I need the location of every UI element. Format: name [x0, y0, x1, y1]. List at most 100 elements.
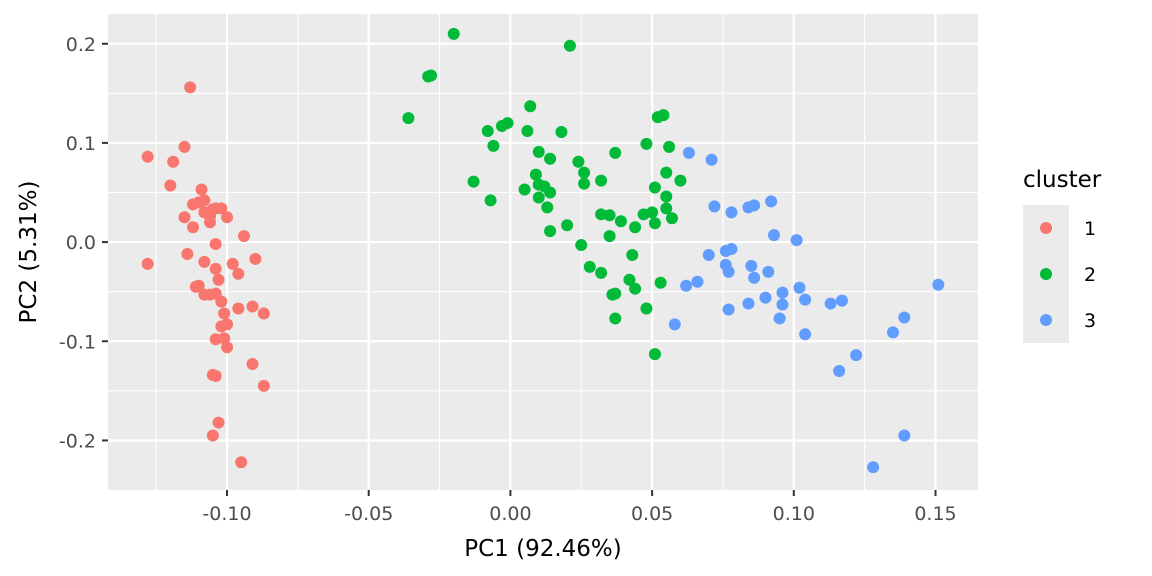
data-point-cluster-3	[719, 245, 732, 258]
data-point-cluster-1	[232, 267, 245, 280]
data-point-cluster-3	[799, 328, 812, 341]
data-point-cluster-2	[532, 145, 545, 158]
legend-title: cluster	[1023, 167, 1102, 193]
data-point-cluster-1	[184, 81, 197, 94]
data-point-cluster-2	[648, 348, 661, 361]
data-point-cluster-3	[932, 278, 945, 291]
data-point-cluster-2	[544, 186, 557, 199]
data-point-cluster-1	[221, 318, 234, 331]
x-tick-label: 0.05	[631, 503, 673, 525]
data-point-cluster-2	[544, 152, 557, 165]
data-point-cluster-1	[164, 179, 177, 192]
data-point-cluster-3	[793, 281, 806, 294]
data-point-cluster-2	[524, 100, 537, 113]
data-point-cluster-2	[572, 155, 585, 168]
data-point-cluster-1	[192, 279, 205, 292]
data-point-cluster-2	[603, 209, 616, 222]
data-point-cluster-3	[824, 297, 837, 310]
data-point-cluster-2	[518, 183, 531, 196]
data-point-cluster-3	[886, 326, 899, 339]
data-point-cluster-1	[221, 341, 234, 354]
x-axis-title: PC1 (92.46%)	[464, 536, 622, 562]
data-point-cluster-2	[595, 174, 608, 187]
data-point-cluster-3	[776, 286, 789, 299]
data-point-cluster-2	[561, 219, 574, 232]
data-point-cluster-1	[221, 211, 234, 224]
data-point-cluster-3	[762, 265, 775, 278]
data-points	[141, 27, 945, 474]
data-point-cluster-2	[660, 202, 673, 215]
data-point-cluster-3	[799, 293, 812, 306]
legend-label-cluster-3: 3	[1084, 310, 1096, 332]
data-point-cluster-3	[773, 312, 786, 325]
data-point-cluster-3	[898, 429, 911, 442]
data-point-cluster-2	[583, 260, 596, 273]
data-point-cluster-2	[603, 230, 616, 243]
data-point-cluster-2	[425, 69, 438, 82]
data-point-cluster-3	[790, 234, 803, 247]
x-tick-label: 0.10	[773, 503, 815, 525]
data-point-cluster-2	[532, 191, 545, 204]
data-point-cluster-2	[626, 248, 639, 261]
data-point-cluster-2	[501, 117, 514, 130]
x-tick-label: -0.10	[202, 503, 251, 525]
data-point-cluster-3	[691, 275, 704, 288]
data-point-cluster-3	[682, 146, 695, 159]
data-point-cluster-1	[226, 257, 239, 270]
data-point-cluster-2	[541, 201, 554, 214]
data-point-cluster-1	[209, 262, 222, 275]
data-point-cluster-2	[555, 126, 568, 139]
legend-key-cluster-3	[1040, 314, 1052, 326]
x-tick-label: 0.15	[914, 503, 956, 525]
data-point-cluster-2	[521, 125, 534, 138]
data-point-cluster-1	[141, 257, 154, 270]
data-point-cluster-3	[759, 291, 772, 304]
data-point-cluster-2	[640, 137, 653, 150]
data-point-cluster-2	[637, 208, 650, 221]
data-point-cluster-1	[209, 333, 222, 346]
data-point-cluster-3	[745, 259, 758, 272]
data-point-cluster-1	[204, 216, 217, 229]
data-point-cluster-2	[481, 125, 494, 138]
data-point-cluster-1	[249, 252, 262, 265]
data-point-cluster-2	[629, 282, 642, 295]
data-point-cluster-2	[614, 215, 627, 228]
data-point-cluster-2	[609, 312, 622, 325]
data-point-cluster-2	[663, 140, 676, 153]
data-point-cluster-1	[257, 307, 270, 320]
data-point-cluster-2	[575, 239, 588, 252]
data-point-cluster-2	[609, 146, 622, 159]
data-point-cluster-1	[198, 194, 211, 207]
y-tick-label: 0.2	[66, 34, 96, 56]
major-gridlines	[108, 14, 978, 490]
data-point-cluster-3	[867, 461, 880, 474]
data-point-cluster-3	[705, 153, 718, 166]
data-point-cluster-1	[238, 230, 251, 243]
data-point-cluster-3	[702, 248, 715, 261]
data-point-cluster-2	[660, 190, 673, 203]
data-point-cluster-2	[660, 166, 673, 179]
data-point-cluster-1	[209, 238, 222, 251]
data-point-cluster-3	[835, 294, 848, 307]
data-point-cluster-2	[674, 174, 687, 187]
data-point-cluster-2	[467, 175, 480, 188]
data-point-cluster-1	[187, 221, 200, 234]
y-tick-label: 0.1	[66, 133, 96, 155]
data-point-cluster-1	[141, 150, 154, 163]
data-point-cluster-1	[212, 416, 225, 429]
y-axis-title: PC2 (5.31%)	[16, 181, 42, 324]
legend: cluster 1 2 3	[1023, 167, 1102, 343]
x-tick-label: -0.05	[344, 503, 393, 525]
data-point-cluster-1	[257, 379, 270, 392]
y-tick-label: -0.2	[59, 430, 96, 452]
data-point-cluster-2	[623, 273, 636, 286]
data-point-cluster-3	[725, 206, 738, 219]
legend-label-cluster-1: 1	[1084, 218, 1096, 240]
data-point-cluster-1	[209, 369, 222, 382]
data-point-cluster-3	[708, 200, 721, 213]
data-point-cluster-2	[563, 39, 576, 52]
data-point-cluster-1	[198, 255, 211, 268]
data-point-cluster-2	[651, 111, 664, 124]
x-tick-label: 0.00	[489, 503, 531, 525]
